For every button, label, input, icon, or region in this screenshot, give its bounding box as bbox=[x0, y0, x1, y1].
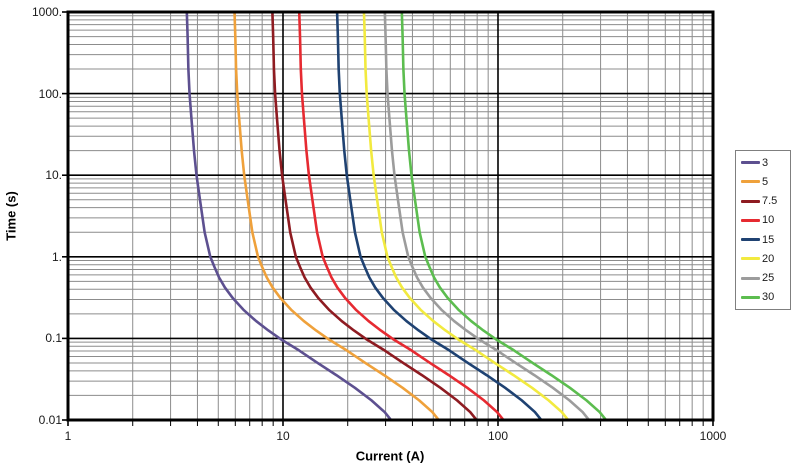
x-tick-1000: 1000 bbox=[699, 429, 727, 443]
x-axis-title: Current (A) bbox=[355, 448, 425, 464]
legend-swatch-15 bbox=[741, 238, 760, 242]
legend: 3 5 7.5 10 15 20 25 30 bbox=[735, 150, 791, 310]
grid-minor bbox=[68, 12, 713, 420]
legend-label: 3 bbox=[762, 156, 769, 169]
legend-item-5: 5 bbox=[741, 176, 790, 188]
legend-label: 7.5 bbox=[762, 195, 778, 208]
axis-tick-marks bbox=[62, 11, 714, 426]
legend-swatch-30 bbox=[741, 295, 760, 299]
legend-swatch-25 bbox=[741, 276, 760, 280]
curve-10 bbox=[297, 12, 506, 420]
curve-25 bbox=[383, 12, 591, 420]
curve-5 bbox=[233, 12, 441, 420]
legend-item-3: 3 bbox=[741, 157, 790, 169]
legend-label: 20 bbox=[762, 252, 775, 265]
plot-frame bbox=[66, 10, 715, 422]
legend-label: 30 bbox=[762, 291, 775, 304]
y-tick-10: 10. bbox=[45, 168, 62, 183]
legend-label: 5 bbox=[762, 175, 769, 188]
x-tick-10: 10 bbox=[276, 429, 290, 443]
y-tick-0_1: 0.1 bbox=[45, 331, 62, 346]
legend-item-7_5: 7.5 bbox=[741, 195, 790, 207]
legend-label: 25 bbox=[762, 272, 775, 285]
curve-20 bbox=[362, 12, 570, 420]
y-tick-0_01: 0.01 bbox=[38, 413, 62, 427]
curve-7.5 bbox=[271, 12, 479, 420]
legend-item-10: 10 bbox=[741, 214, 790, 226]
legend-swatch-20 bbox=[741, 257, 760, 261]
legend-item-30: 30 bbox=[741, 291, 790, 303]
y-tick-100: 100. bbox=[38, 86, 62, 101]
legend-item-25: 25 bbox=[741, 272, 790, 284]
x-tick-1: 1 bbox=[64, 429, 72, 443]
curve-3 bbox=[185, 12, 393, 420]
legend-swatch-10 bbox=[741, 218, 760, 222]
legend-swatch-3 bbox=[741, 161, 760, 165]
y-axis-title: Time (s) bbox=[3, 191, 19, 241]
curve-30 bbox=[400, 12, 608, 420]
x-tick-100: 100 bbox=[487, 429, 509, 443]
y-tick-1: 1. bbox=[51, 249, 62, 264]
legend-swatch-5 bbox=[741, 180, 760, 184]
grid-major bbox=[67, 11, 714, 421]
legend-label: 15 bbox=[762, 233, 775, 246]
trip-curves bbox=[185, 12, 608, 420]
curve-15 bbox=[335, 12, 543, 420]
legend-item-15: 15 bbox=[741, 234, 790, 246]
legend-label: 10 bbox=[762, 214, 775, 227]
y-tick-1000: 1000. bbox=[31, 5, 62, 19]
legend-item-20: 20 bbox=[741, 253, 790, 265]
legend-swatch-7_5 bbox=[741, 199, 760, 203]
